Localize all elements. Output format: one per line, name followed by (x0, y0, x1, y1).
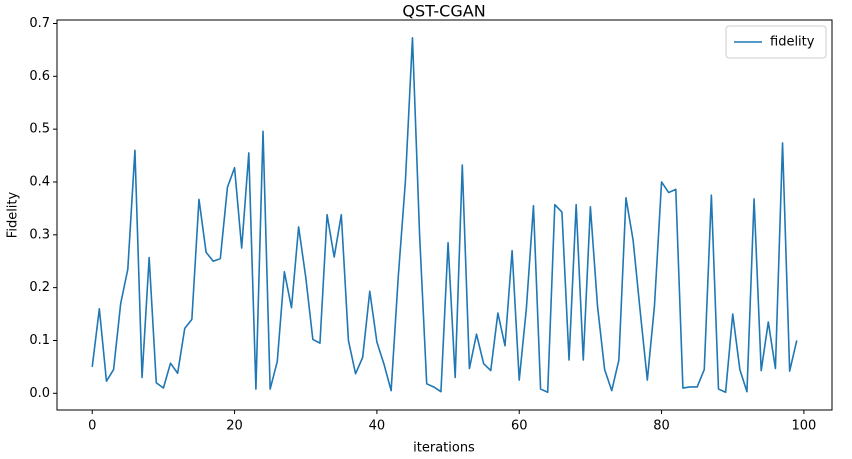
y-tick-label: 0.1 (29, 333, 50, 348)
data-line (91, 36, 798, 394)
y-tick-label: 0.0 (29, 386, 50, 401)
y-tick-label: 0.3 (29, 227, 50, 242)
y-tick-label: 0.4 (29, 174, 50, 189)
legend-label: fidelity (770, 35, 815, 50)
x-axis-label: iterations (413, 441, 475, 456)
y-tick-label: 0.5 (29, 122, 50, 137)
x-tick-label: 40 (369, 419, 386, 434)
x-tick-label: 60 (511, 419, 528, 434)
y-tick-label: 0.7 (29, 16, 50, 31)
y-axis-label: Fidelity (6, 191, 21, 238)
y-tick-label: 0.6 (29, 69, 50, 84)
legend-box (725, 25, 827, 59)
x-tick-label: 80 (653, 419, 670, 434)
y-tick-label: 0.2 (29, 280, 50, 295)
x-tick-label: 100 (791, 419, 816, 434)
chart-title: QST-CGAN (402, 2, 485, 21)
x-tick-label: 0 (88, 419, 96, 434)
x-tick-label: 20 (226, 419, 243, 434)
plot-frame (56, 19, 833, 411)
